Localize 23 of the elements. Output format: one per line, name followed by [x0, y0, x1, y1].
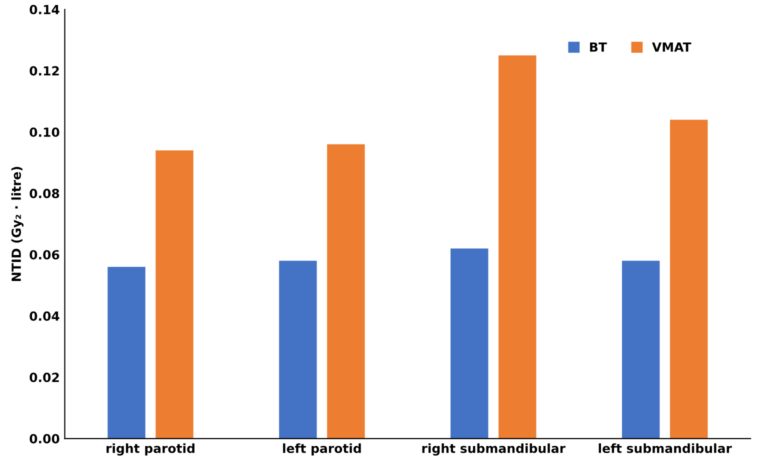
x-tick-label: right parotid	[106, 443, 194, 456]
bar	[327, 144, 365, 439]
y-tick-label: 0.06	[30, 250, 60, 260]
bar	[156, 150, 194, 439]
y-tick-label: 0.08	[30, 188, 60, 198]
x-tick-label: right submandibular	[422, 443, 566, 456]
y-axis-title: NTID (Gy₂ · litre)	[11, 166, 24, 281]
bar	[622, 260, 660, 439]
y-tick-label: 0.10	[30, 127, 60, 137]
y-tick-label: 0.12	[30, 66, 59, 76]
legend-label: VMAT	[652, 42, 692, 52]
bar	[279, 260, 317, 439]
x-tick-label: left parotid	[283, 443, 361, 456]
legend-label: BT	[590, 42, 607, 52]
y-tick-label: 0.04	[30, 311, 60, 321]
bar	[670, 120, 708, 439]
y-tick-label: 0.00	[30, 434, 60, 444]
x-tick-label: left submandibular	[598, 443, 732, 454]
bar	[108, 266, 146, 439]
y-tick-label: 0.02	[30, 372, 59, 382]
y-tick-label: 0.14	[30, 4, 60, 14]
bar	[498, 55, 536, 439]
bar	[450, 248, 488, 439]
